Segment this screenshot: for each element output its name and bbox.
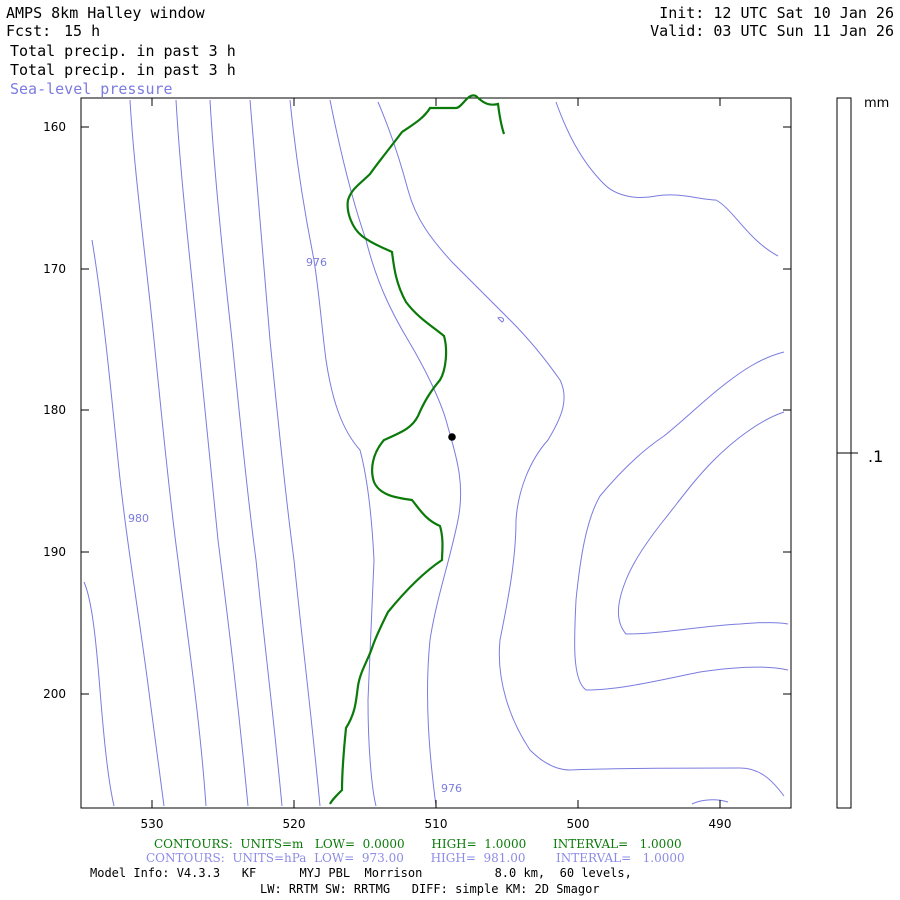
isobar-line: [249, 99, 321, 807]
x-tick-label-510: 510: [425, 817, 448, 831]
x-tick-label-530: 530: [141, 817, 164, 831]
isobar-line: [175, 99, 249, 807]
isobar-line: [574, 351, 789, 691]
contour-label-976-south: 976: [441, 782, 462, 795]
isobar-line: [497, 317, 505, 323]
field-label-2: Total precip. in past 3 h: [10, 61, 236, 79]
colorbar-label: .1: [868, 447, 883, 466]
isobar-line: [91, 239, 165, 807]
isobar-line: [555, 101, 779, 257]
field-label-3: Sea-level pressure: [10, 80, 173, 98]
station-marker: [448, 433, 456, 441]
map-title: AMPS 8km Halley window: [6, 4, 205, 22]
contours-info-pressure: CONTOURS: UNITS=hPa LOW= 973.00 HIGH= 98…: [146, 851, 685, 865]
precip-contour: [329, 94, 506, 805]
pressure-isobars: [83, 99, 789, 807]
y-axis-ticks: [81, 126, 791, 695]
contours-info-precip: CONTOURS: UNITS=m LOW= 0.0000 HIGH= 1.00…: [154, 837, 682, 851]
isobar-line: [83, 581, 115, 807]
valid-time: Valid: 03 UTC Sun 11 Jan 26: [650, 22, 894, 40]
forecast-label: Fcst:: [6, 22, 52, 40]
init-time: Init: 12 UTC Sat 10 Jan 26: [659, 4, 894, 22]
isobar-line: [618, 411, 789, 635]
physics-info: LW: RRTM SW: RRTMG DIFF: simple KM: 2D S…: [260, 882, 600, 896]
y-tick-label-160: 160: [43, 120, 66, 134]
y-tick-label-200: 200: [43, 687, 66, 701]
colorbar-unit: mm: [864, 96, 889, 111]
isobar-line: [129, 99, 207, 807]
isobar-line: [209, 99, 283, 807]
y-tick-label-190: 190: [43, 545, 66, 559]
isobar-line: [377, 101, 785, 797]
isobar-line: [289, 99, 377, 807]
x-tick-label-500: 500: [567, 817, 590, 831]
isobar-line: [691, 799, 729, 805]
contour-label-976-north: 976: [306, 256, 327, 269]
field-label-1: Total precip. in past 3 h: [10, 42, 236, 60]
forecast-hour: 15 h: [64, 22, 101, 40]
model-info: Model Info: V4.3.3 KF MYJ PBL Morrison 8…: [90, 866, 632, 880]
x-tick-label-520: 520: [283, 817, 306, 831]
isobar-line: [329, 99, 462, 807]
x-axis-ticks: [151, 98, 721, 808]
x-tick-label-490: 490: [709, 817, 732, 831]
map-frame: [80, 97, 792, 809]
y-tick-label-170: 170: [43, 262, 66, 276]
y-tick-label-180: 180: [43, 403, 66, 417]
contour-label-980: 980: [128, 512, 149, 525]
